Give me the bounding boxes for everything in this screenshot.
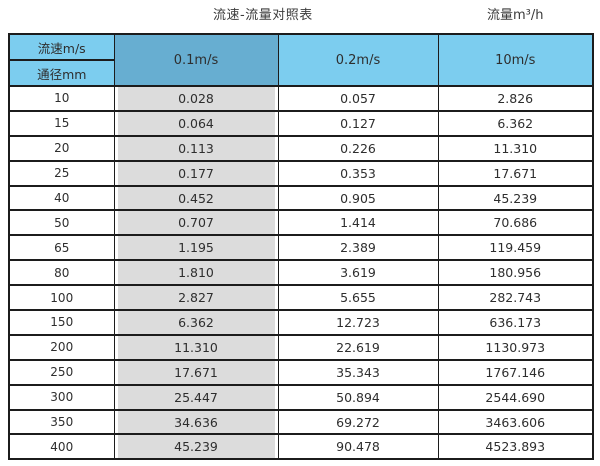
table-row: 15 0.064 0.127 6.362 <box>8 109 594 137</box>
title-bar: 流速-流量对照表 流量m³/h <box>0 0 600 28</box>
value-cell-0.1ms: 0.064 <box>113 109 279 137</box>
table-row: 150 6.362 12.723 636.173 <box>8 309 594 336</box>
value-cell-10ms: 1130.973 <box>437 333 594 361</box>
table-row: 300 25.447 50.894 2544.690 <box>8 383 594 411</box>
table-row: 350 34.636 69.272 3463.606 <box>8 408 594 436</box>
value-cell-0.1ms: 6.362 <box>113 309 279 336</box>
diameter-cell: 15 <box>8 109 115 137</box>
table-row: 80 1.810 3.619 180.956 <box>8 259 594 287</box>
value-cell-10ms: 70.686 <box>437 209 594 237</box>
value-cell-0.2ms: 35.343 <box>277 358 439 386</box>
diameter-cell: 100 <box>8 284 115 312</box>
table-row: 250 17.671 35.343 1767.146 <box>8 358 594 386</box>
value-cell-10ms: 6.362 <box>437 109 594 137</box>
table-header: 流速m/s 0.1m/s 0.2m/s 10m/s 通径mm <box>8 33 594 87</box>
value-cell-10ms: 1767.146 <box>437 358 594 386</box>
table-row: 10 0.028 0.057 2.826 <box>8 85 594 112</box>
page-title: 流速-流量对照表 <box>213 8 313 23</box>
value-cell-0.2ms: 0.226 <box>277 134 439 162</box>
diameter-cell: 10 <box>8 85 115 112</box>
value-cell-10ms: 3463.606 <box>437 408 594 436</box>
value-cell-10ms: 119.459 <box>437 234 594 262</box>
value-cell-0.2ms: 0.353 <box>277 159 439 187</box>
column-header-0.1ms: 0.1m/s <box>113 33 279 87</box>
diameter-cell: 250 <box>8 358 115 386</box>
table-row: 100 2.827 5.655 282.743 <box>8 284 594 312</box>
value-cell-0.2ms: 0.057 <box>277 85 439 112</box>
value-cell-0.2ms: 0.905 <box>277 184 439 212</box>
value-cell-0.1ms: 0.452 <box>113 184 279 212</box>
value-cell-0.1ms: 45.239 <box>113 433 279 461</box>
diameter-cell: 150 <box>8 309 115 336</box>
diameter-cell: 20 <box>8 134 115 162</box>
table-row: 400 45.239 90.478 4523.893 <box>8 433 594 461</box>
diameter-cell: 200 <box>8 333 115 361</box>
corner-diameter-label: 通径mm <box>8 59 115 87</box>
table-row: 20 0.113 0.226 11.310 <box>8 134 594 162</box>
value-cell-0.1ms: 0.177 <box>113 159 279 187</box>
value-cell-10ms: 17.671 <box>437 159 594 187</box>
value-cell-10ms: 2.826 <box>437 85 594 112</box>
value-cell-0.1ms: 0.707 <box>113 209 279 237</box>
value-cell-0.2ms: 3.619 <box>277 259 439 287</box>
column-header-10ms: 10m/s <box>437 33 594 87</box>
table-row: 65 1.195 2.389 119.459 <box>8 234 594 262</box>
diameter-cell: 25 <box>8 159 115 187</box>
diameter-cell: 300 <box>8 383 115 411</box>
value-cell-0.2ms: 5.655 <box>277 284 439 312</box>
table-body: 10 0.028 0.057 2.826 15 0.064 0.127 6.36… <box>8 85 594 461</box>
value-cell-0.2ms: 12.723 <box>277 309 439 336</box>
diameter-cell: 65 <box>8 234 115 262</box>
value-cell-0.1ms: 1.810 <box>113 259 279 287</box>
table-row: 25 0.177 0.353 17.671 <box>8 159 594 187</box>
value-cell-0.1ms: 0.113 <box>113 134 279 162</box>
value-cell-10ms: 45.239 <box>437 184 594 212</box>
value-cell-0.1ms: 2.827 <box>113 284 279 312</box>
value-cell-0.1ms: 25.447 <box>113 383 279 411</box>
diameter-cell: 350 <box>8 408 115 436</box>
value-cell-0.2ms: 1.414 <box>277 209 439 237</box>
flow-conversion-table: 流速m/s 0.1m/s 0.2m/s 10m/s 通径mm 10 0.028 … <box>8 33 594 461</box>
value-cell-10ms: 180.956 <box>437 259 594 287</box>
table-row: 50 0.707 1.414 70.686 <box>8 209 594 237</box>
value-cell-10ms: 11.310 <box>437 134 594 162</box>
table-row: 40 0.452 0.905 45.239 <box>8 184 594 212</box>
value-cell-0.1ms: 1.195 <box>113 234 279 262</box>
diameter-cell: 50 <box>8 209 115 237</box>
diameter-cell: 40 <box>8 184 115 212</box>
value-cell-0.2ms: 50.894 <box>277 383 439 411</box>
corner-velocity-label: 流速m/s <box>8 33 115 61</box>
diameter-cell: 80 <box>8 259 115 287</box>
value-cell-10ms: 282.743 <box>437 284 594 312</box>
value-cell-10ms: 2544.690 <box>437 383 594 411</box>
value-cell-0.1ms: 17.671 <box>113 358 279 386</box>
value-cell-0.2ms: 22.619 <box>277 333 439 361</box>
table-row: 200 11.310 22.619 1130.973 <box>8 333 594 361</box>
value-cell-0.2ms: 69.272 <box>277 408 439 436</box>
value-cell-0.1ms: 34.636 <box>113 408 279 436</box>
column-header-0.2ms: 0.2m/s <box>277 33 439 87</box>
value-cell-0.2ms: 2.389 <box>277 234 439 262</box>
value-cell-0.2ms: 0.127 <box>277 109 439 137</box>
value-cell-10ms: 4523.893 <box>437 433 594 461</box>
flow-rate-unit-label: 流量m³/h <box>487 8 544 23</box>
diameter-cell: 400 <box>8 433 115 461</box>
value-cell-10ms: 636.173 <box>437 309 594 336</box>
value-cell-0.1ms: 0.028 <box>113 85 279 112</box>
value-cell-0.2ms: 90.478 <box>277 433 439 461</box>
value-cell-0.1ms: 11.310 <box>113 333 279 361</box>
